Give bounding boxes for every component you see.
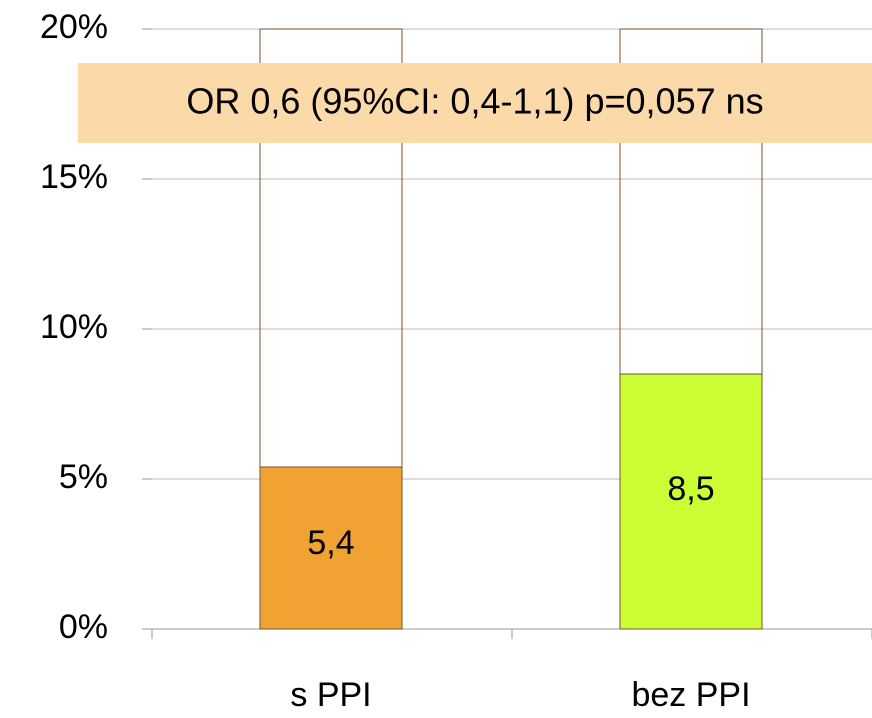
data-label: 5,4 <box>307 524 354 562</box>
y-tick-label: 20% <box>40 8 108 46</box>
x-tick-label: s PPI <box>290 676 371 714</box>
bar <box>619 373 763 630</box>
annotation: OR 0,6 (95%CI: 0,4-1,1) p=0,057 ns <box>186 81 763 122</box>
data-label: 8,5 <box>667 470 714 508</box>
annotation-box <box>78 63 872 143</box>
bar <box>259 466 403 630</box>
x-tick-label: bez PPI <box>631 676 750 714</box>
y-tick-label: 0% <box>59 608 108 646</box>
y-tick-label: 10% <box>40 308 108 346</box>
y-tick-label: 5% <box>59 458 108 496</box>
y-tick-label: 15% <box>40 158 108 196</box>
